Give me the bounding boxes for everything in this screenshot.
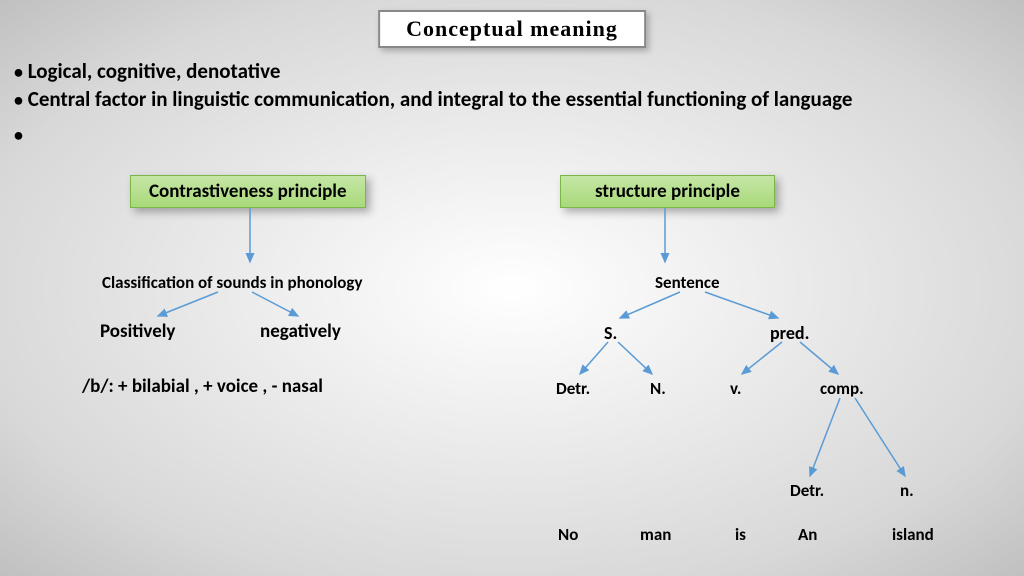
right-l2a: S.	[604, 322, 617, 344]
left-example: /b/: + bilabial , + voice , - nasal	[82, 375, 323, 398]
structure-box: structure principle	[560, 175, 775, 208]
bullet-2: • Central factor in linguistic communica…	[14, 86, 1004, 112]
right-l3c: v.	[730, 378, 741, 399]
bullet-2-text: Central factor in linguistic communicati…	[28, 86, 853, 112]
right-root: Sentence	[655, 272, 720, 293]
word-is: is	[735, 524, 746, 545]
page-title: Conceptual meaning	[378, 10, 646, 48]
bullet-1-text: Logical, cognitive, denotative	[28, 58, 281, 84]
right-l3a: Detr.	[556, 378, 590, 399]
right-l4a: Detr.	[790, 480, 824, 501]
word-no: No	[558, 524, 578, 545]
bullet-list: • Logical, cognitive, denotative • Centr…	[14, 58, 1004, 149]
word-man: man	[640, 524, 671, 545]
right-l4b: n.	[900, 480, 914, 501]
right-l3b: N.	[650, 378, 666, 399]
right-l3d: comp.	[820, 378, 864, 399]
word-island: island	[892, 524, 934, 545]
bullet-3: •	[14, 121, 1004, 147]
contrastiveness-box: Contrastiveness principle	[130, 175, 366, 208]
right-l2b: pred.	[770, 322, 809, 344]
word-an: An	[798, 524, 817, 545]
left-child2: negatively	[260, 320, 341, 343]
left-child1: Positively	[100, 320, 175, 343]
bullet-1: • Logical, cognitive, denotative	[14, 58, 1004, 84]
left-root: Classification of sounds in phonology	[102, 272, 363, 293]
